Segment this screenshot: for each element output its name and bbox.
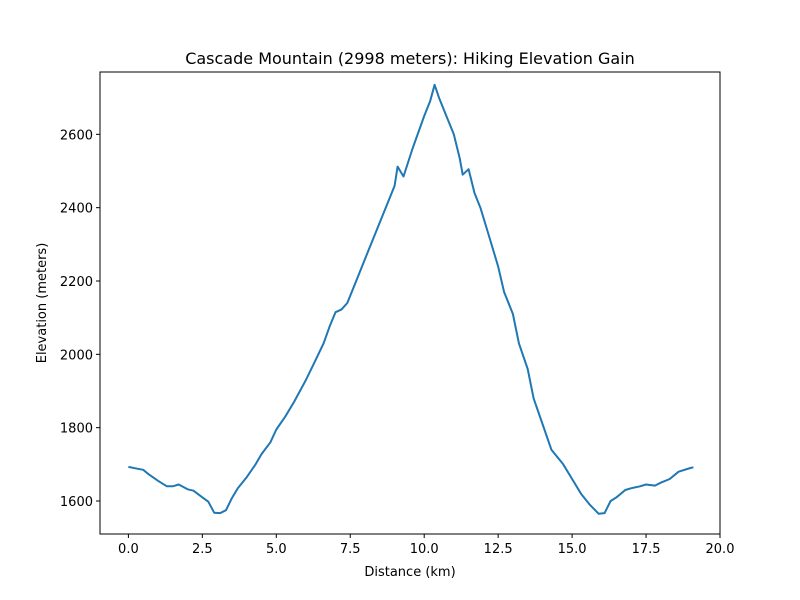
y-tick-label: 2000 xyxy=(60,348,93,363)
y-tick-label: 2600 xyxy=(60,128,93,143)
y-tick-label: 2200 xyxy=(60,275,93,290)
elevation-line xyxy=(128,83,694,515)
x-tick-label: 10.0 xyxy=(410,542,439,557)
y-axis-label: Elevation (meters) xyxy=(35,243,50,364)
y-tick-label: 1600 xyxy=(60,495,93,510)
x-tick-label: 20.0 xyxy=(706,542,735,557)
axis-ticks: 0.0 2.5 5.0 7.5 10.0 12.5 15.0 17.5 20.0 1600 1800… xyxy=(60,128,735,557)
x-tick-label: 7.5 xyxy=(340,542,361,557)
x-tick-label: 17.5 xyxy=(632,542,661,557)
x-tick-label: 15.0 xyxy=(558,542,587,557)
x-tick-label: 12.5 xyxy=(484,542,513,557)
x-axis-label: Distance (km) xyxy=(364,565,455,580)
x-tick-label: 5.0 xyxy=(266,542,287,557)
y-tick-label: 1800 xyxy=(60,422,93,437)
chart-title: Cascade Mountain (2998 meters): Hiking E… xyxy=(185,49,635,68)
y-tick-label: 2400 xyxy=(60,202,93,217)
x-tick-label: 2.5 xyxy=(192,542,213,557)
series-group xyxy=(128,83,694,515)
plot-area-frame xyxy=(99,71,721,535)
x-tick-label: 0.0 xyxy=(118,542,139,557)
